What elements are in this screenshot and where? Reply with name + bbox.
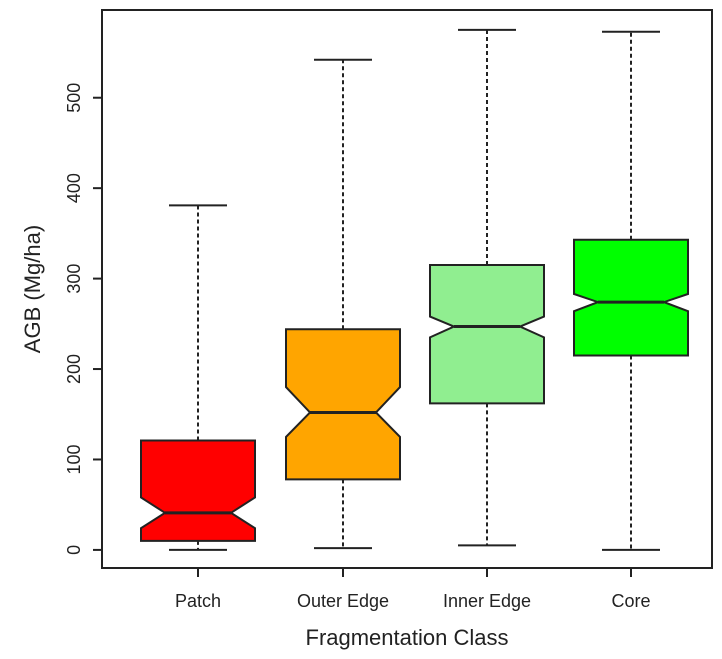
box-body <box>573 238 689 357</box>
y-axis-title: AGB (Mg/ha) <box>20 225 45 353</box>
x-tick-label: Inner Edge <box>443 591 531 611</box>
x-tick-label: Core <box>611 591 650 611</box>
box-inner-edge <box>429 28 545 547</box>
y-tick-label: 100 <box>64 444 84 474</box>
y-tick-label: 500 <box>64 83 84 113</box>
y-tick-label: 200 <box>64 354 84 384</box>
box-body <box>285 328 401 481</box>
box-body <box>140 439 256 542</box>
y-tick-label: 400 <box>64 173 84 203</box>
plot-frame <box>101 9 713 569</box>
x-axis-title: Fragmentation Class <box>306 625 509 650</box>
x-tick-label: Outer Edge <box>297 591 389 611</box>
box-patch <box>140 204 256 551</box>
box-group <box>140 28 689 551</box>
y-axis: 0 100 200 300 400 500 <box>64 83 102 555</box>
y-tick-label: 300 <box>64 264 84 294</box>
y-tick-label: 0 <box>64 545 84 555</box>
x-axis: Patch Outer Edge Inner Edge Core <box>175 568 651 611</box>
x-tick-label: Patch <box>175 591 221 611</box>
box-outer-edge <box>285 58 401 550</box>
box-body <box>429 264 545 405</box>
box-core <box>573 30 689 551</box>
